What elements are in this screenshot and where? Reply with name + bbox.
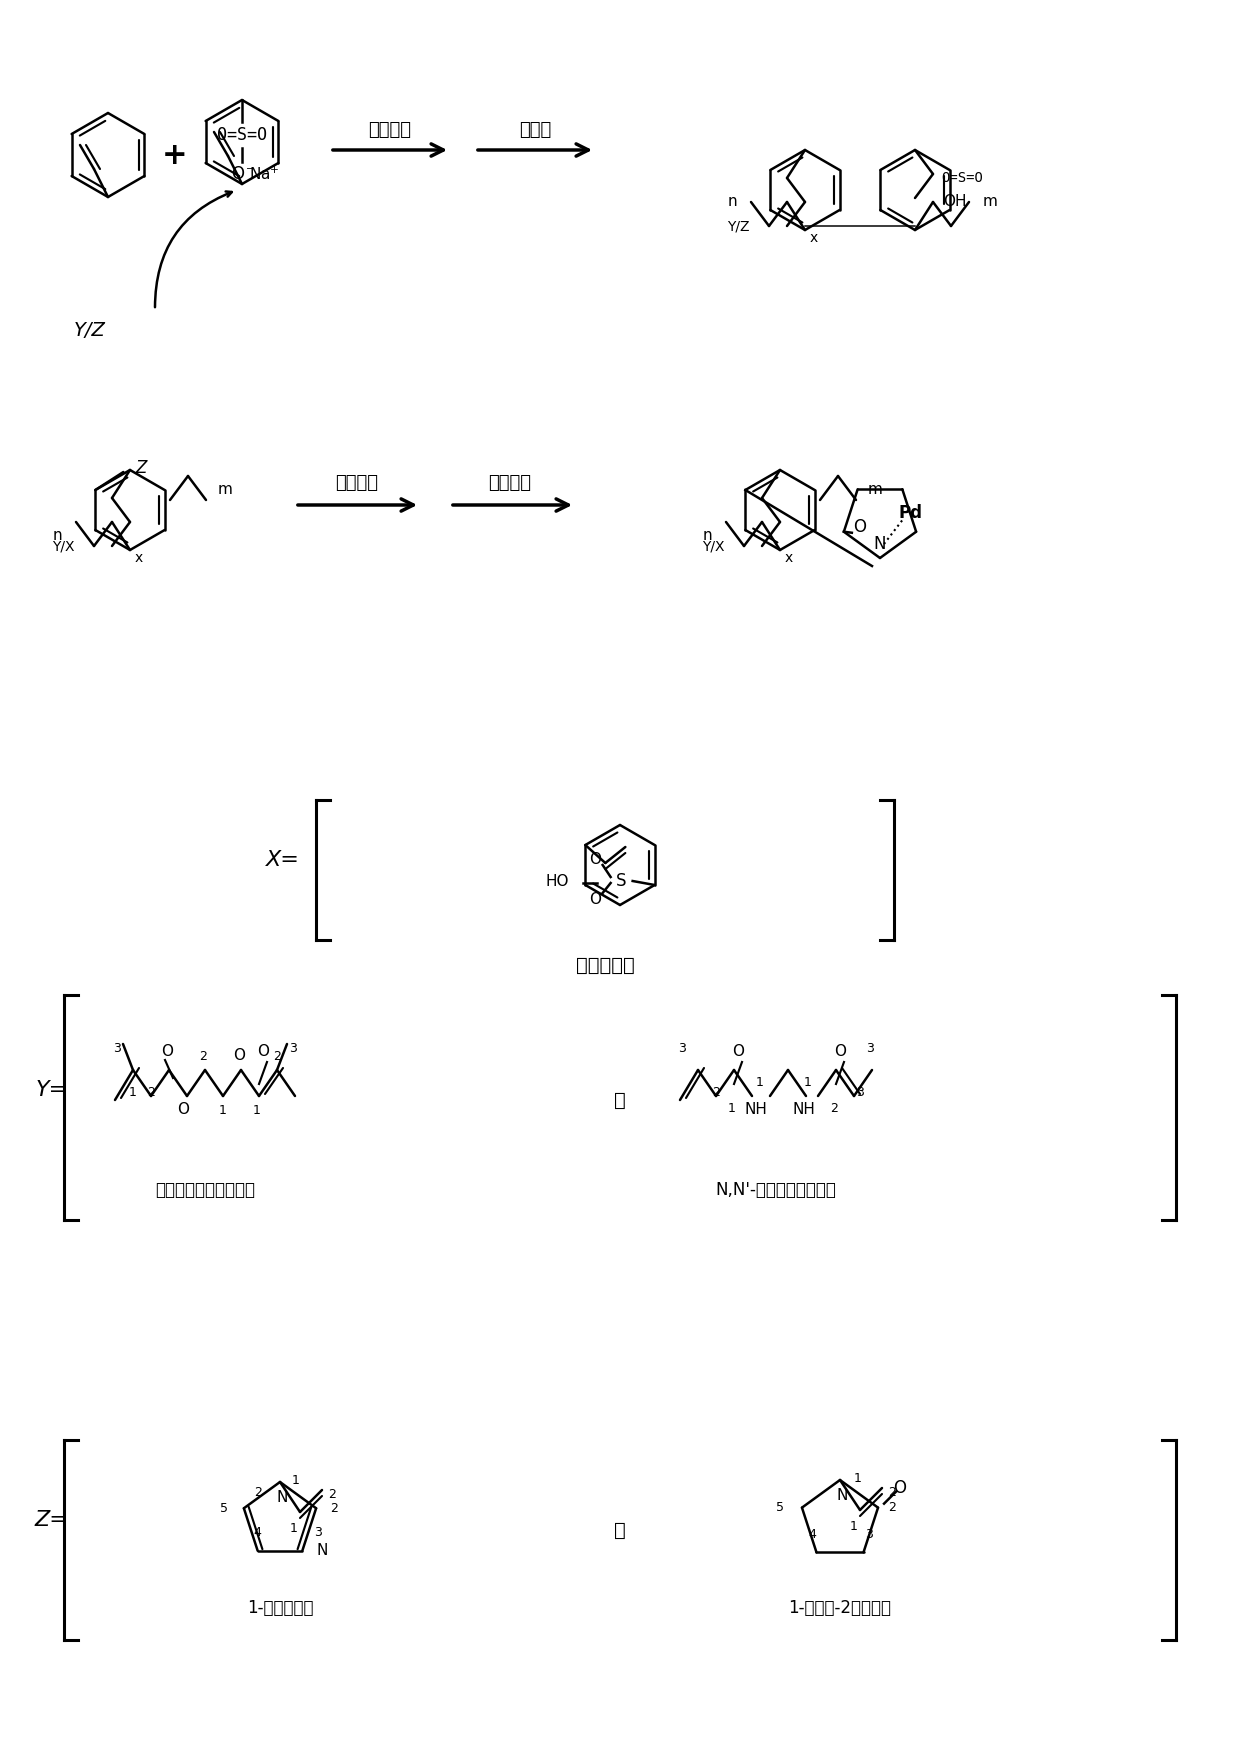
Text: O=S=O: O=S=O <box>941 171 983 185</box>
Text: 1: 1 <box>129 1086 136 1098</box>
Text: 2: 2 <box>888 1501 897 1514</box>
Text: 苯乙烯磺酸: 苯乙烯磺酸 <box>575 956 635 975</box>
Text: 5: 5 <box>219 1501 228 1515</box>
Text: 2: 2 <box>254 1485 262 1498</box>
Text: Na$^{+}$: Na$^{+}$ <box>249 165 279 183</box>
Text: n: n <box>728 195 737 209</box>
Text: x: x <box>785 551 794 565</box>
Text: N: N <box>836 1489 848 1503</box>
Text: 1: 1 <box>728 1102 735 1114</box>
Text: O: O <box>853 517 867 535</box>
Text: 2: 2 <box>329 1487 336 1501</box>
Text: Y/X: Y/X <box>52 539 74 553</box>
Text: 3: 3 <box>289 1042 296 1054</box>
Text: 1: 1 <box>804 1075 812 1088</box>
Text: 3: 3 <box>866 1042 874 1054</box>
Text: 聚合反应: 聚合反应 <box>368 121 412 139</box>
Text: O: O <box>177 1102 188 1118</box>
Text: 原位还原: 原位还原 <box>489 473 532 493</box>
Text: n: n <box>52 528 62 544</box>
Text: X=: X= <box>267 850 300 869</box>
Text: Z=: Z= <box>35 1510 68 1529</box>
Text: m: m <box>868 482 883 498</box>
Text: 络合金属: 络合金属 <box>336 473 378 493</box>
Text: O: O <box>894 1478 906 1496</box>
Text: O: O <box>732 1044 744 1060</box>
Text: 2: 2 <box>148 1086 155 1098</box>
Text: n: n <box>702 528 712 544</box>
Text: Pd: Pd <box>898 503 923 523</box>
Text: 2: 2 <box>273 1049 281 1063</box>
Text: 3: 3 <box>866 1528 873 1540</box>
Text: 1: 1 <box>219 1104 227 1116</box>
Text: N: N <box>316 1544 327 1558</box>
Text: NH: NH <box>744 1102 768 1118</box>
Text: 1-乙烯基-2吡咯烷酮: 1-乙烯基-2吡咯烷酮 <box>789 1600 892 1617</box>
Text: 1: 1 <box>290 1521 298 1535</box>
Text: +: + <box>162 141 187 169</box>
Text: m: m <box>983 195 998 209</box>
Text: 1: 1 <box>293 1473 300 1487</box>
Text: 或: 或 <box>614 1521 626 1540</box>
Text: O: O <box>161 1044 174 1060</box>
Text: x: x <box>135 551 144 565</box>
Text: 5: 5 <box>776 1501 784 1514</box>
Text: O: O <box>233 1049 246 1063</box>
Text: $^{-}$: $^{-}$ <box>246 165 254 180</box>
Text: O: O <box>232 165 244 183</box>
Text: 3: 3 <box>113 1042 120 1054</box>
Text: m: m <box>218 482 233 498</box>
Text: Z: Z <box>135 459 146 477</box>
Text: 酸交换: 酸交换 <box>518 121 551 139</box>
Text: 1: 1 <box>854 1471 862 1484</box>
Text: O: O <box>257 1044 269 1060</box>
Text: 1-乙烯基咪唑: 1-乙烯基咪唑 <box>247 1600 314 1617</box>
Text: O=S=O: O=S=O <box>217 127 267 144</box>
Text: N: N <box>874 535 887 553</box>
Text: 2: 2 <box>888 1485 895 1498</box>
Text: 4: 4 <box>254 1526 262 1540</box>
Text: 3: 3 <box>856 1086 864 1098</box>
Text: S: S <box>616 871 626 891</box>
Text: O: O <box>835 1044 846 1060</box>
Text: 1: 1 <box>756 1075 764 1088</box>
Text: Y/X: Y/X <box>703 539 725 553</box>
Text: HO: HO <box>546 873 569 889</box>
Text: O: O <box>589 892 600 906</box>
Text: 2: 2 <box>830 1102 838 1114</box>
Text: O: O <box>589 852 600 866</box>
Text: 2: 2 <box>330 1501 339 1515</box>
Text: 乙二醇二甲基丙烯酸酯: 乙二醇二甲基丙烯酸酯 <box>155 1181 255 1199</box>
Text: N,N'-亚甲基双丙烯酰胺: N,N'-亚甲基双丙烯酰胺 <box>715 1181 837 1199</box>
Text: Y=: Y= <box>36 1081 68 1100</box>
Text: 4: 4 <box>808 1528 816 1540</box>
Text: NH: NH <box>792 1102 816 1118</box>
Text: Y/Z: Y/Z <box>728 218 750 232</box>
Text: 3: 3 <box>678 1042 686 1054</box>
Text: Y/Z: Y/Z <box>74 320 105 340</box>
Text: OH: OH <box>942 195 966 209</box>
Text: 3: 3 <box>315 1526 322 1540</box>
Text: N: N <box>277 1491 288 1505</box>
Text: 1: 1 <box>851 1519 858 1533</box>
Text: 1: 1 <box>253 1104 260 1116</box>
Text: x: x <box>810 231 818 245</box>
Text: 或: 或 <box>614 1091 626 1109</box>
Text: 2: 2 <box>712 1086 720 1098</box>
Text: 2: 2 <box>200 1049 207 1063</box>
